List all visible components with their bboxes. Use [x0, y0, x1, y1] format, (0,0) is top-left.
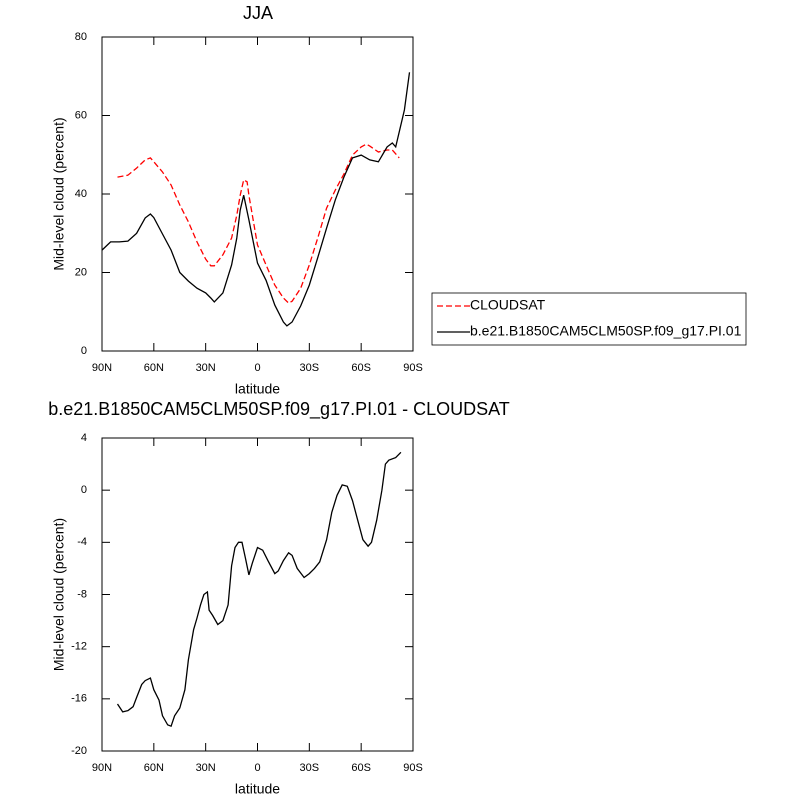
- x-tick-label: 0: [254, 362, 260, 374]
- x-tick-label: 30N: [196, 762, 216, 774]
- x-tick-label: 60N: [144, 362, 164, 374]
- data-line: [101, 72, 411, 327]
- x-tick-label: 90S: [403, 362, 423, 374]
- x-tick-label: 60S: [351, 362, 371, 374]
- y-axis-title: Mid-level cloud (percent): [51, 117, 67, 270]
- y-tick-label: 4: [81, 432, 87, 444]
- x-tick-label: 90N: [92, 762, 112, 774]
- y-tick-label: 0: [81, 484, 87, 496]
- y-axis-title: Mid-level cloud (percent): [51, 518, 67, 671]
- y-tick-label: 20: [75, 266, 87, 278]
- y-tick-label: -16: [71, 693, 87, 705]
- x-tick-label: 60S: [351, 762, 371, 774]
- x-axis-title: latitude: [235, 381, 280, 397]
- y-tick-label: -8: [77, 588, 87, 600]
- y-tick-label: -12: [71, 641, 87, 653]
- y-tick-label: 60: [75, 109, 87, 121]
- x-tick-label: 30N: [196, 362, 216, 374]
- y-tick-label: 80: [75, 31, 87, 43]
- plot-frame: [101, 36, 414, 352]
- legend-label: b.e21.B1850CAM5CLM50SP.f09_g17.PI.01: [470, 323, 742, 339]
- x-axis-title: latitude: [235, 781, 280, 797]
- y-tick-label: -20: [71, 745, 87, 757]
- data-line: [117, 143, 400, 304]
- x-tick-label: 60N: [144, 762, 164, 774]
- x-tick-label: 90S: [403, 762, 423, 774]
- chart-title: JJA: [243, 3, 273, 23]
- y-tick-label: 0: [81, 345, 87, 357]
- legend-label: CLOUDSAT: [470, 297, 546, 313]
- legend-box: [431, 292, 747, 346]
- data-line: [116, 451, 402, 728]
- y-tick-label: -4: [77, 536, 87, 548]
- chart-title: b.e21.B1850CAM5CLM50SP.f09_g17.PI.01 - C…: [48, 399, 510, 420]
- y-tick-label: 40: [75, 188, 87, 200]
- x-tick-label: 90N: [92, 362, 112, 374]
- plot-frame: [101, 437, 414, 752]
- x-tick-label: 0: [254, 762, 260, 774]
- x-tick-label: 30S: [300, 762, 320, 774]
- x-tick-label: 30S: [300, 362, 320, 374]
